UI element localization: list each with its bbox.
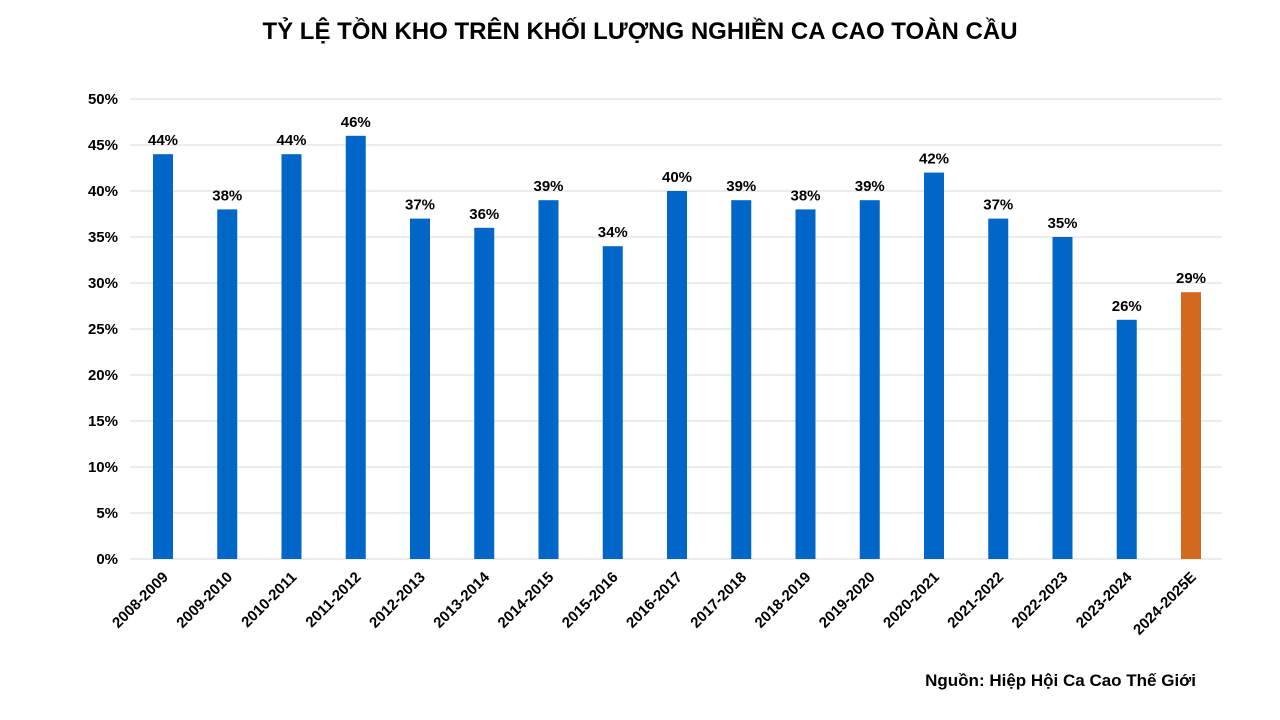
data-label: 37% — [405, 197, 435, 214]
x-tick-label: 2018-2019 — [752, 569, 815, 632]
y-tick-label: 15% — [88, 413, 118, 430]
bars — [153, 135, 1201, 560]
x-tick-label: 2024-2025E — [1130, 569, 1200, 639]
data-label: 37% — [983, 197, 1013, 214]
data-label: 46% — [341, 114, 371, 131]
y-tick-label: 5% — [96, 505, 118, 522]
x-tick-label: 2017-2018 — [687, 569, 750, 632]
bar — [474, 227, 495, 560]
data-labels: 44% 38% 44% 46% 37% 36% 39% 34% 40% 39% 38% 39% 42% 3… — [148, 114, 1206, 315]
data-label: 38% — [212, 187, 242, 204]
bar — [538, 200, 559, 559]
x-tick-label: 2019-2020 — [816, 569, 879, 632]
x-tick-label: 2012-2013 — [366, 569, 429, 632]
bar — [153, 154, 173, 559]
bar — [345, 135, 366, 560]
bar — [924, 172, 944, 559]
y-tick-label: 10% — [88, 459, 118, 476]
data-label: 29% — [1176, 270, 1206, 287]
data-label: 35% — [1047, 215, 1077, 232]
data-label: 39% — [726, 178, 756, 195]
x-tick-label: 2010-2011 — [238, 569, 300, 631]
bar — [281, 154, 302, 559]
y-tick-label: 20% — [88, 367, 118, 384]
bar — [1181, 292, 1201, 559]
x-tick-label: 2022-2023 — [1009, 569, 1072, 632]
x-tick-label: 2020-2021 — [880, 569, 943, 632]
data-label: 42% — [919, 151, 949, 168]
x-tick-label: 2011-2012 — [302, 569, 364, 631]
bar — [1052, 237, 1073, 559]
bar — [988, 218, 1009, 559]
source-note: Nguồn: Hiệp Hội Ca Cao Thế Giới — [925, 671, 1196, 690]
data-label: 44% — [148, 132, 178, 149]
x-tick-label: 2023-2024 — [1073, 568, 1136, 631]
y-tick-label: 50% — [88, 91, 118, 108]
x-tick-label: 2009-2010 — [173, 569, 236, 632]
bar — [410, 218, 430, 559]
x-tick-label: 2008-2009 — [109, 569, 172, 632]
chart-title: TỶ LỆ TỒN KHO TRÊN KHỐI LƯỢNG NGHIỀN CA … — [262, 16, 1017, 45]
data-label: 40% — [662, 169, 692, 186]
y-tick-label: 45% — [88, 137, 118, 154]
data-label: 39% — [533, 178, 563, 195]
data-label: 34% — [598, 224, 628, 241]
bar — [602, 246, 623, 559]
y-tick-label: 40% — [88, 183, 118, 200]
y-axis: 0% 5% 10% 15% 20% 25% 30% 35% 40% 45% 50% — [88, 91, 118, 568]
x-tick-label: 2013-2014 — [430, 568, 493, 631]
data-label: 44% — [276, 132, 306, 149]
bar — [859, 200, 880, 559]
data-label: 36% — [469, 206, 499, 223]
data-label: 39% — [855, 178, 885, 195]
x-tick-label: 2016-2017 — [623, 569, 686, 632]
x-axis: 2008-2009 2009-2010 2010-2011 2011-2012 2012… — [109, 568, 1200, 638]
bar — [795, 209, 816, 559]
x-tick-label: 2014-2015 — [495, 569, 558, 632]
data-label: 26% — [1112, 298, 1142, 315]
bar — [1116, 319, 1137, 559]
bar — [217, 209, 238, 559]
bar — [667, 191, 687, 559]
y-tick-label: 30% — [88, 275, 118, 292]
bar — [731, 200, 752, 559]
y-tick-label: 0% — [96, 551, 118, 568]
x-tick-label: 2015-2016 — [559, 569, 622, 632]
y-tick-label: 25% — [88, 321, 118, 338]
y-tick-label: 35% — [88, 229, 118, 246]
x-tick-label: 2021-2022 — [944, 569, 1007, 632]
data-label: 38% — [790, 187, 820, 204]
